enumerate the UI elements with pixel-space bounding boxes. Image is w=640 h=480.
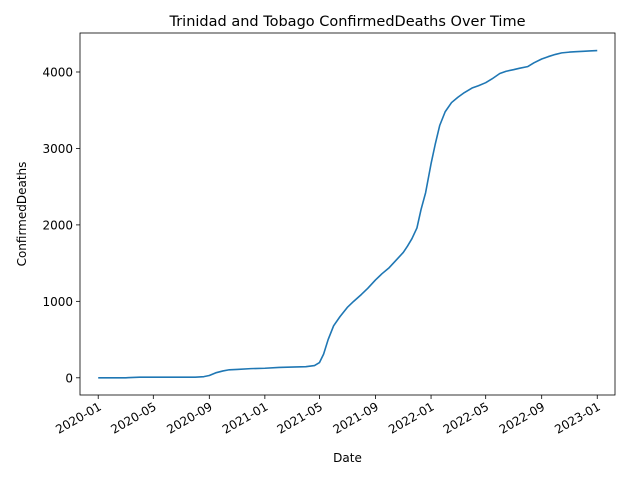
line-layer xyxy=(98,49,598,379)
x-tick-label: 2022-01 xyxy=(386,399,436,436)
x-tick-label: 2020-05 xyxy=(108,399,158,436)
plot-frame xyxy=(79,32,616,396)
y-tick-label: 2000 xyxy=(42,218,73,232)
series-line-0 xyxy=(98,49,598,379)
x-tick-label: 2020-09 xyxy=(164,399,214,436)
x-tick-label: 2020-01 xyxy=(53,399,103,436)
x-axis-ticks: 2020-01 2020-05 2020-09 2021-01 2021-05 2021-… xyxy=(53,395,603,437)
x-tick-label: 2022-09 xyxy=(497,399,547,436)
y-axis-label: ConfirmedDeaths xyxy=(15,162,29,267)
x-tick-label: 2023-01 xyxy=(552,399,602,436)
y-tick-label: 4000 xyxy=(42,65,73,79)
x-tick-label: 2022-05 xyxy=(441,399,491,436)
chart-title: Trinidad and Tobago ConfirmedDeaths Over… xyxy=(168,14,525,30)
y-tick-label: 1000 xyxy=(42,295,73,309)
x-axis-label: Date xyxy=(333,451,362,465)
y-tick-label: 0 xyxy=(65,371,73,385)
x-tick-label: 2021-01 xyxy=(220,399,270,436)
y-axis-ticks: 0 1000 2000 3000 4000 xyxy=(42,65,80,385)
plot-background xyxy=(80,33,615,395)
y-tick-label: 3000 xyxy=(42,142,73,156)
x-tick-label: 2021-09 xyxy=(331,399,381,436)
x-tick-label: 2021-05 xyxy=(275,399,325,436)
